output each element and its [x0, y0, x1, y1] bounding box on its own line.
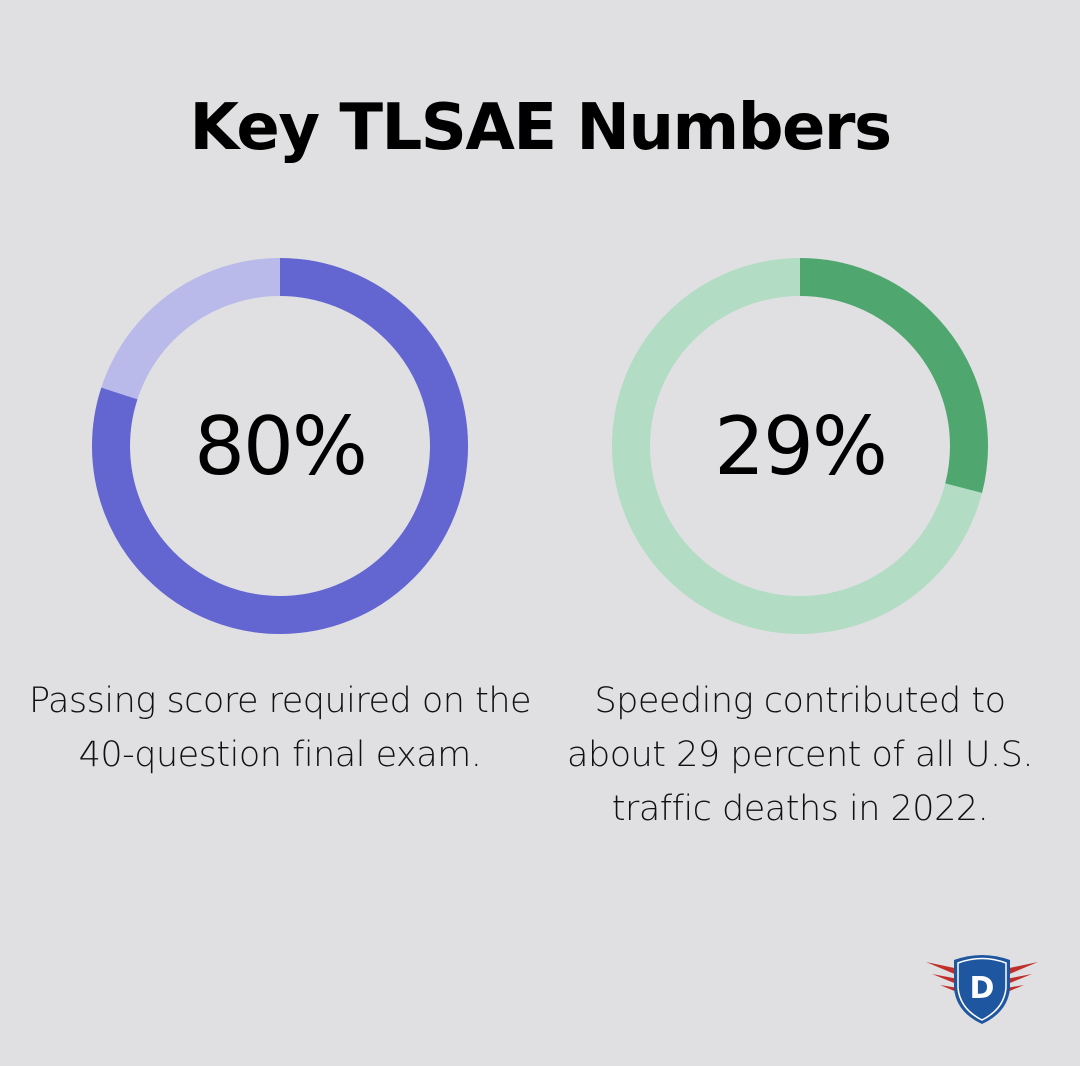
page-title: Key TLSAE Numbers: [189, 91, 892, 165]
stat-card-passing-score: 80%: [90, 256, 470, 636]
stat-value: 80%: [194, 399, 368, 493]
stat-value: 29%: [714, 399, 888, 493]
shield-wings-logo-icon: D: [924, 950, 1040, 1026]
donut-chart-passing-score: 80%: [90, 256, 470, 636]
logo-letter: D: [970, 971, 995, 1006]
donut-ring: [92, 258, 468, 634]
donut-chart-speeding: 29%: [610, 256, 990, 636]
stat-caption: Passing score required on the 40-questio…: [28, 681, 532, 775]
stat-card-speeding: 29%: [610, 256, 990, 636]
donut-ring: [612, 258, 988, 634]
stat-caption: Speeding contributed to about 29 percent…: [567, 681, 1033, 829]
